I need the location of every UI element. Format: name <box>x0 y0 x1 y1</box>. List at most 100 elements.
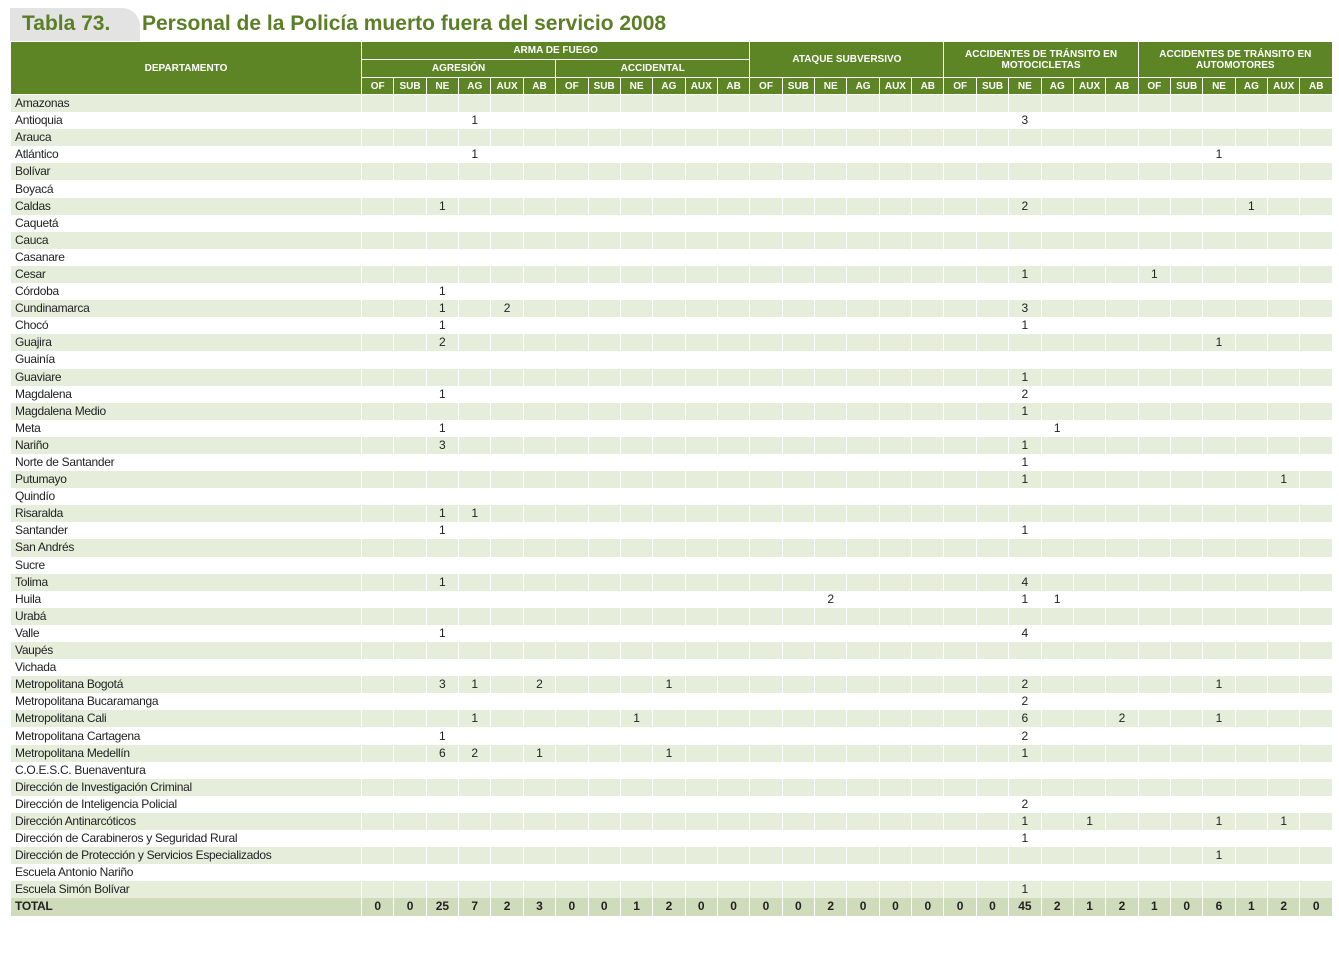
table-cell <box>781 453 816 472</box>
table-cell <box>716 283 751 301</box>
table-cell <box>814 881 848 899</box>
table-cell: 1 <box>1008 881 1042 899</box>
table-cell <box>555 607 589 625</box>
table-cell <box>1008 334 1042 352</box>
table-cell <box>1234 505 1269 523</box>
total-cell: 7 <box>458 898 492 916</box>
table-cell <box>393 744 427 762</box>
table-cell <box>1105 522 1139 540</box>
table-cell <box>587 368 621 386</box>
table-cell <box>1169 163 1204 181</box>
total-cell: 6 <box>1202 898 1236 916</box>
table-cell <box>684 744 718 762</box>
table-cell <box>814 368 848 386</box>
table-cell <box>360 778 395 796</box>
table-cell <box>846 129 880 147</box>
table-cell <box>781 744 816 762</box>
table-cell <box>1137 180 1171 198</box>
department-name: Nariño <box>10 436 362 454</box>
table-cell <box>522 436 557 454</box>
table-cell <box>716 231 751 249</box>
table-cell <box>555 864 589 882</box>
table-cell <box>1169 180 1204 198</box>
department-name: Escuela Simón Bolívar <box>10 881 362 899</box>
table-cell <box>555 385 589 403</box>
table-cell <box>684 642 718 660</box>
table-cell <box>814 744 848 762</box>
table-cell <box>846 180 880 198</box>
table-cell <box>1105 693 1139 711</box>
table-cell <box>1234 693 1269 711</box>
table-cell <box>652 265 686 284</box>
table-cell <box>522 778 557 796</box>
table-cell <box>1169 129 1204 147</box>
table-cell <box>587 727 621 745</box>
department-name: Escuela Antonio Nariño <box>10 864 362 882</box>
table-cell <box>1072 659 1107 677</box>
table-cell <box>1105 642 1139 660</box>
header-rank-ag: AG <box>1234 77 1269 95</box>
table-cell <box>878 197 913 215</box>
table-cell <box>975 248 1010 266</box>
table-cell <box>1105 590 1139 608</box>
table-cell <box>1202 180 1236 198</box>
table-cell <box>749 129 783 147</box>
table-cell: 2 <box>1008 385 1042 403</box>
table-cell <box>1040 368 1074 386</box>
header-rank-aux: AUX <box>1072 77 1107 95</box>
table-cell: 4 <box>1008 624 1042 642</box>
table-cell <box>522 351 557 369</box>
table-cell <box>393 231 427 249</box>
table-cell <box>555 129 589 147</box>
table-cell <box>555 830 589 848</box>
total-cell: 3 <box>522 898 557 916</box>
header-rank-ne: NE <box>1008 77 1042 95</box>
table-cell <box>1137 659 1171 677</box>
table-cell <box>490 624 524 642</box>
table-cell <box>975 351 1010 369</box>
table-cell <box>911 795 945 813</box>
table-cell <box>911 624 945 642</box>
table-cell <box>911 607 945 625</box>
table-cell <box>652 385 686 403</box>
table-cell <box>1169 795 1204 813</box>
table-cell <box>975 112 1010 130</box>
table-cell <box>1234 436 1269 454</box>
table-cell <box>781 864 816 882</box>
department-name: Atlántico <box>10 146 362 164</box>
table-cell <box>555 94 589 113</box>
table-cell <box>943 830 977 848</box>
table-cell <box>360 146 395 164</box>
table-cell <box>846 385 880 403</box>
table-cell <box>490 488 524 506</box>
table-cell: 1 <box>1008 265 1042 284</box>
table-cell <box>393 351 427 369</box>
table-cell <box>555 881 589 899</box>
table-cell <box>619 881 654 899</box>
table-cell <box>1234 402 1269 420</box>
table-cell <box>587 795 621 813</box>
table-cell <box>781 197 816 215</box>
table-cell <box>684 248 718 266</box>
table-cell <box>943 146 977 164</box>
table-cell <box>1234 283 1269 301</box>
table-cell <box>1137 676 1171 694</box>
table-cell <box>587 539 621 557</box>
table-cell <box>587 436 621 454</box>
table-cell <box>587 317 621 335</box>
table-cell <box>1072 419 1107 437</box>
table-cell <box>911 283 945 301</box>
table-cell <box>1169 317 1204 335</box>
table-cell <box>943 505 977 523</box>
table-cell <box>1040 676 1074 694</box>
department-name: Caldas <box>10 197 362 215</box>
table-cell <box>878 94 913 113</box>
table-cell <box>943 163 977 181</box>
table-cell <box>490 522 524 540</box>
table-cell <box>619 830 654 848</box>
table-cell: 1 <box>1072 812 1107 831</box>
table-cell <box>878 436 913 454</box>
table-cell <box>943 881 977 899</box>
table-cell <box>490 436 524 454</box>
table-cell <box>587 607 621 625</box>
